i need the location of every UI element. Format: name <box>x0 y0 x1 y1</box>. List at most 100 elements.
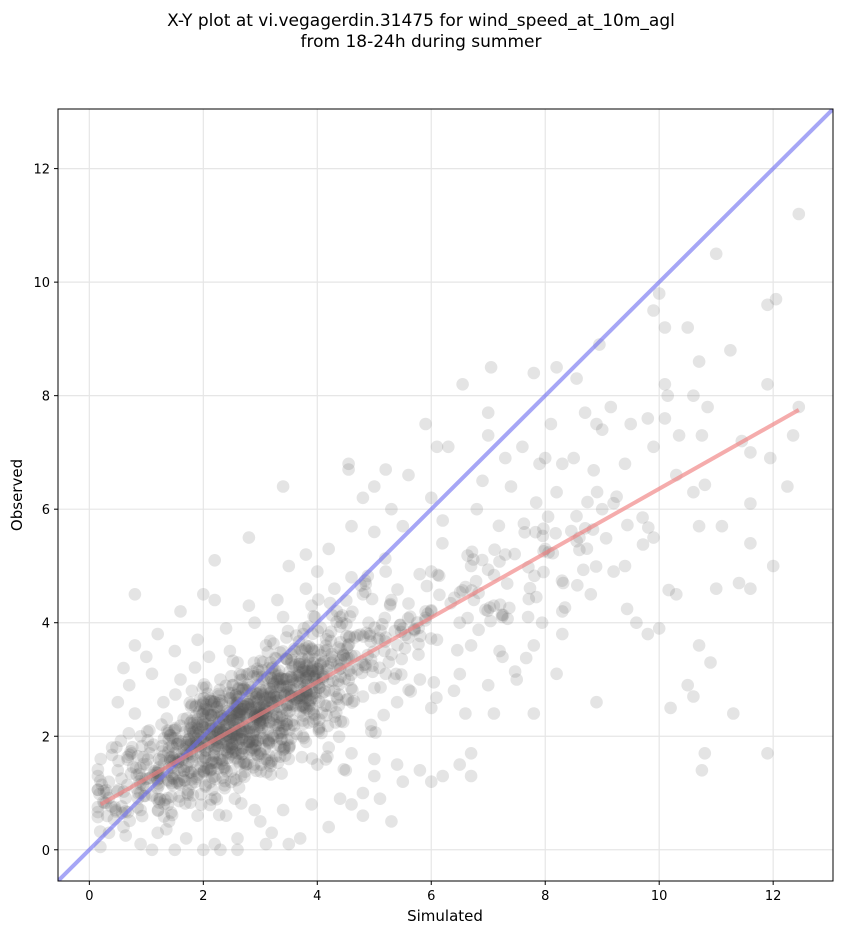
data-point <box>201 706 215 720</box>
data-point <box>301 693 315 707</box>
data-point <box>287 719 301 732</box>
data-point <box>230 728 243 742</box>
data-point <box>257 695 270 708</box>
data-point <box>232 683 245 696</box>
plot-frame <box>57 108 834 882</box>
data-point <box>188 661 202 674</box>
data-point <box>239 700 252 713</box>
data-point <box>453 616 467 629</box>
data-point <box>186 725 200 739</box>
data-point <box>286 714 299 727</box>
data-point <box>299 642 312 655</box>
data-point <box>238 756 251 769</box>
data-point <box>306 662 319 676</box>
data-point <box>692 519 706 533</box>
data-point <box>544 417 558 431</box>
data-point <box>111 695 125 709</box>
data-point <box>499 451 512 465</box>
data-point <box>302 650 316 664</box>
data-point <box>307 687 321 700</box>
data-point <box>91 763 105 776</box>
data-point <box>373 661 386 675</box>
data-point <box>590 417 603 431</box>
x-tick-label: 8 <box>541 889 549 904</box>
data-point <box>308 652 322 666</box>
data-point <box>241 698 255 711</box>
data-point <box>134 761 147 775</box>
data-point <box>278 749 292 762</box>
data-point <box>237 756 250 769</box>
data-point <box>204 708 218 722</box>
data-point <box>299 735 313 749</box>
data-point <box>162 774 176 788</box>
data-point <box>166 741 180 754</box>
data-point <box>180 736 194 749</box>
x-axis-label: Simulated <box>407 907 483 925</box>
data-point <box>273 750 287 763</box>
data-point <box>550 361 563 374</box>
data-point <box>230 707 244 720</box>
data-point <box>279 703 293 716</box>
data-point <box>581 495 594 509</box>
data-point <box>442 440 455 454</box>
data-point <box>334 653 348 667</box>
data-point <box>262 722 275 735</box>
data-point <box>391 638 404 652</box>
data-point <box>342 457 355 471</box>
data-point <box>273 718 286 731</box>
data-point <box>190 718 204 732</box>
data-point <box>102 775 116 789</box>
data-point <box>263 690 276 703</box>
data-point <box>252 692 266 705</box>
data-point <box>219 622 233 635</box>
y-tick-label: 0 <box>42 844 50 859</box>
data-point <box>299 664 313 678</box>
data-point <box>305 642 319 655</box>
data-point <box>652 622 666 635</box>
data-point <box>254 747 268 761</box>
data-point <box>243 721 256 735</box>
data-point <box>286 672 300 685</box>
data-point <box>687 485 700 499</box>
data-point <box>488 543 501 556</box>
data-point <box>267 677 280 691</box>
data-point <box>302 669 316 683</box>
data-point <box>123 748 136 762</box>
data-point <box>527 707 541 720</box>
data-point <box>250 748 264 761</box>
data-point <box>309 691 322 705</box>
data-point <box>250 662 264 675</box>
data-point <box>258 752 272 766</box>
data-point <box>199 710 212 723</box>
data-point <box>307 645 321 658</box>
data-point <box>154 753 167 767</box>
data-point <box>273 680 287 694</box>
data-point <box>212 808 226 822</box>
data-point <box>430 691 443 704</box>
data-point <box>117 661 130 675</box>
data-point <box>589 560 603 573</box>
data-point <box>209 720 222 734</box>
data-point <box>332 678 346 691</box>
data-point <box>251 694 265 707</box>
data-point <box>530 590 543 604</box>
data-point <box>230 700 243 713</box>
data-point <box>322 741 336 754</box>
data-point <box>271 593 284 607</box>
data-point <box>266 709 279 722</box>
data-point <box>184 766 198 779</box>
data-point <box>276 727 289 740</box>
data-point <box>681 321 694 334</box>
data-point <box>271 680 285 694</box>
data-point <box>332 698 346 712</box>
chart-title: X-Y plot at vi.vegagerdin.31475 for wind… <box>167 11 675 31</box>
data-point <box>183 727 197 740</box>
data-point <box>420 579 434 593</box>
data-point <box>158 793 172 807</box>
data-point <box>379 463 393 476</box>
data-point <box>143 747 156 760</box>
data-point <box>319 633 333 646</box>
data-point <box>105 800 118 813</box>
data-point <box>661 389 674 403</box>
data-point <box>194 788 208 801</box>
